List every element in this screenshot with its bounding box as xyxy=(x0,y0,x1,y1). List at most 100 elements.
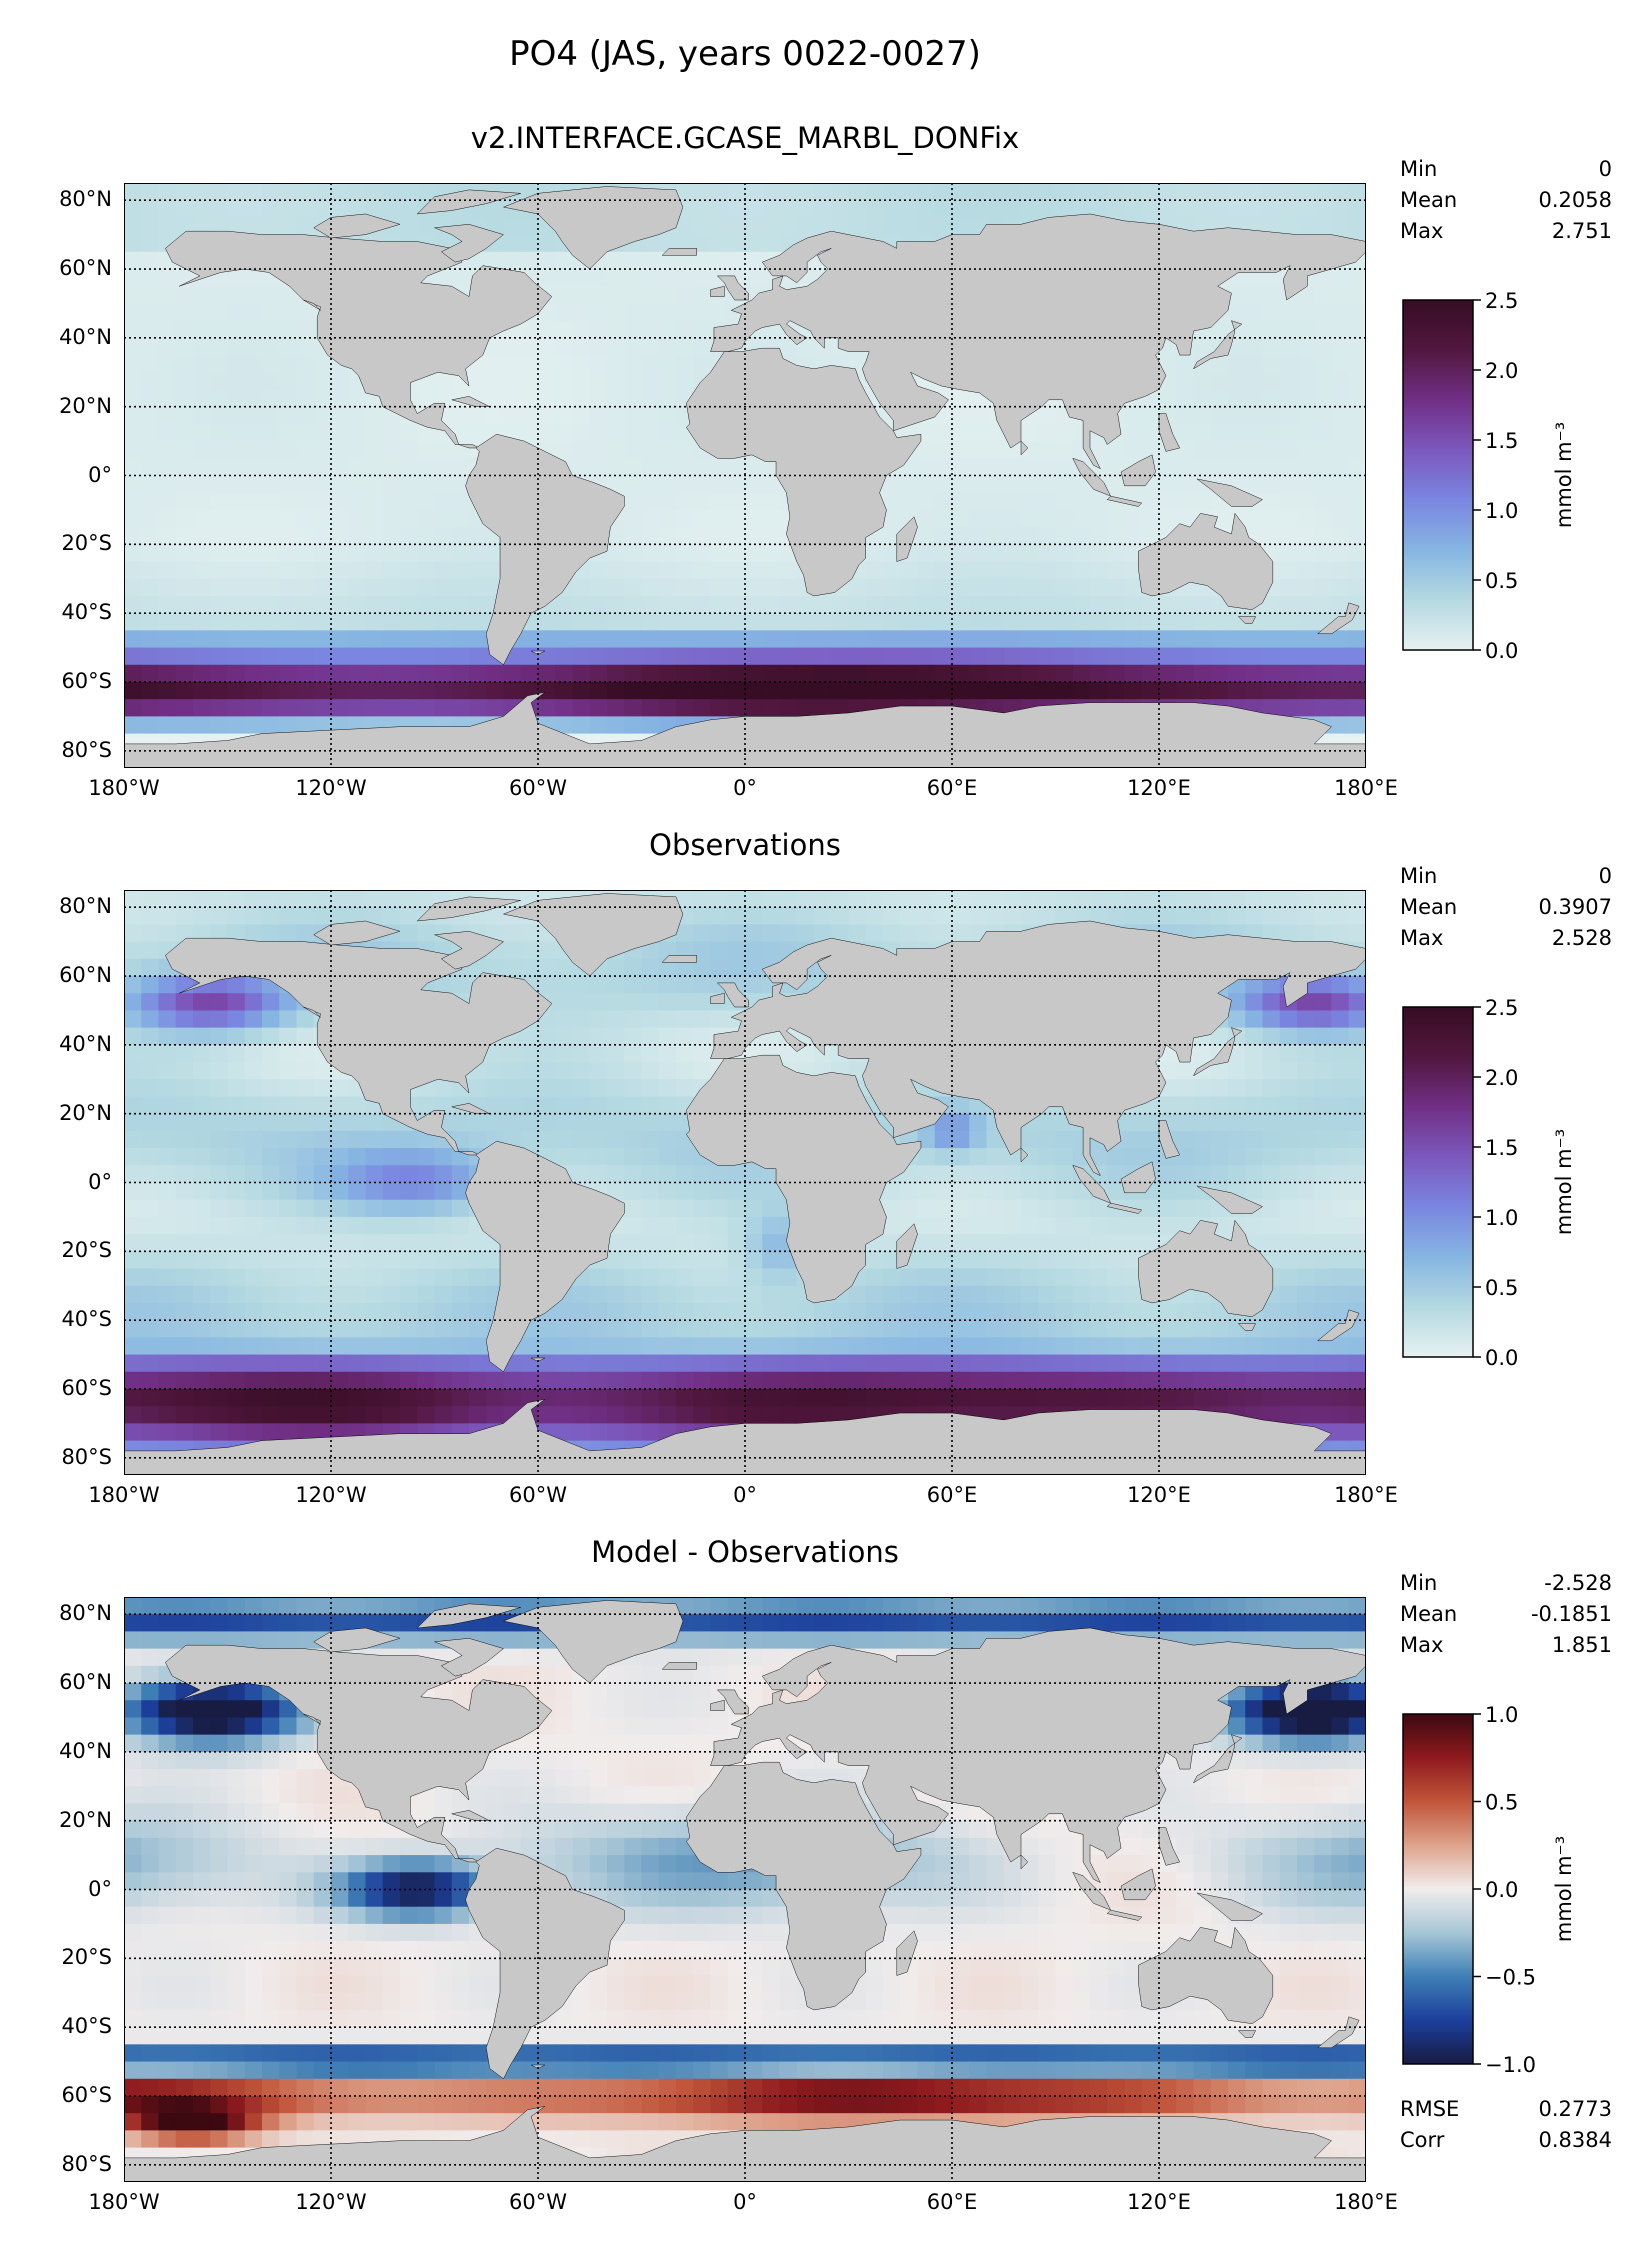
stat-row: Max 2.528 xyxy=(1400,923,1612,954)
x-tick-label: 180°E xyxy=(1334,776,1398,800)
y-tick-label: 20°S xyxy=(61,1238,112,1263)
x-tick-label: 60°W xyxy=(509,776,567,800)
colorbar: 0.0 0.5 1.0 1.5 2.0 2.5 mmol m⁻³ xyxy=(1402,996,1576,1370)
y-tick-label: 40°N xyxy=(59,1738,112,1763)
y-tick-label: 20°S xyxy=(61,1945,112,1970)
y-tick-label: 80°S xyxy=(61,2151,112,2176)
metric-value: 0.2773 xyxy=(1538,2097,1612,2121)
colorbar-tick-label: 1.0 xyxy=(1485,499,1518,523)
stat-label: Mean xyxy=(1400,188,1458,212)
y-tick-label: 40°S xyxy=(61,1307,112,1332)
stat-row: Min 0 xyxy=(1400,861,1612,892)
stat-label: Min xyxy=(1400,157,1438,181)
y-tick-label: 60°N xyxy=(59,256,112,281)
x-tick-label: 0° xyxy=(733,776,757,800)
stat-row: Mean -0.1851 xyxy=(1400,1599,1612,1630)
y-tick-label: 60°S xyxy=(61,668,112,693)
metric-value: 0.8384 xyxy=(1538,2128,1612,2152)
stat-row: Mean 0.2058 xyxy=(1400,185,1612,216)
x-tick-label: 0° xyxy=(733,1483,757,1507)
stat-value: 2.751 xyxy=(1551,219,1612,243)
y-tick-label: 40°S xyxy=(61,600,112,625)
panel-title: v2.INTERFACE.GCASE_MARBL_DONFix xyxy=(470,121,1020,155)
colorbar-tick-label: 0.0 xyxy=(1485,1878,1518,1902)
stat-row: Max 2.751 xyxy=(1400,216,1612,247)
colorbar-tick-label: 1.5 xyxy=(1485,429,1518,453)
y-tick-label: 80°S xyxy=(61,737,112,762)
y-tick-label: 0° xyxy=(88,462,112,487)
metric-row: Corr 0.8384 xyxy=(1400,2125,1612,2156)
colorbar-tick-label: 0.5 xyxy=(1485,1791,1518,1815)
panel-title: Model - Observations xyxy=(591,1535,899,1569)
stat-row: Max 1.851 xyxy=(1400,1630,1612,1661)
x-tick-label: 60°W xyxy=(509,1483,567,1507)
colorbar-tick-label: −1.0 xyxy=(1485,2053,1536,2077)
stat-value: 0 xyxy=(1598,864,1612,888)
colorbar-tick-label: 0.0 xyxy=(1485,639,1518,663)
x-tick-label: 180°W xyxy=(88,2190,160,2214)
y-tick-label: 40°N xyxy=(59,324,112,349)
stat-value: 0.2058 xyxy=(1538,188,1612,212)
colorbar-label: mmol m⁻³ xyxy=(1552,1836,1576,1942)
colorbar-label: mmol m⁻³ xyxy=(1552,1129,1576,1235)
metric-label: Corr xyxy=(1400,2128,1445,2152)
panel-title: Observations xyxy=(649,828,841,862)
x-tick-label: 180°E xyxy=(1334,1483,1398,1507)
stat-value: -2.528 xyxy=(1544,1571,1612,1595)
x-tick-label: 120°E xyxy=(1127,776,1191,800)
stat-row: Mean 0.3907 xyxy=(1400,892,1612,923)
y-tick-label: 20°N xyxy=(59,1807,112,1832)
x-tick-label: 180°W xyxy=(88,776,160,800)
stat-value: 0.3907 xyxy=(1538,895,1612,919)
map-plot xyxy=(124,183,1366,768)
x-tick-label: 60°E xyxy=(926,2190,978,2214)
stats-block: Min 0 Mean 0.2058 Max 2.751 xyxy=(1400,154,1612,247)
gridlines xyxy=(124,890,1366,1475)
colorbar-tick-label: 1.5 xyxy=(1485,1136,1518,1160)
y-tick-label: 60°S xyxy=(61,2082,112,2107)
metric-label: RMSE xyxy=(1400,2097,1460,2121)
colorbar: −1.0 −0.5 0.0 0.5 1.0 mmol m⁻³ xyxy=(1402,1703,1576,2077)
map-plot xyxy=(124,1597,1366,2182)
y-tick-label: 80°S xyxy=(61,1444,112,1469)
figure-title: PO4 (JAS, years 0022-0027) xyxy=(509,34,981,74)
stat-row: Min 0 xyxy=(1400,154,1612,185)
gridlines xyxy=(124,1597,1366,2182)
y-tick-label: 20°N xyxy=(59,393,112,418)
colorbar-tick-label: 2.5 xyxy=(1485,996,1518,1020)
x-tick-label: 180°E xyxy=(1334,2190,1398,2214)
x-tick-label: 120°W xyxy=(295,1483,367,1507)
metrics-block: RMSE 0.2773 Corr 0.8384 xyxy=(1400,2094,1612,2156)
colorbar-tick-label: 2.5 xyxy=(1485,289,1518,313)
stat-label: Mean xyxy=(1400,1602,1458,1626)
stat-value: 1.851 xyxy=(1551,1633,1612,1657)
x-tick-label: 120°E xyxy=(1127,2190,1191,2214)
x-tick-label: 0° xyxy=(733,2190,757,2214)
colorbar-tick-label: −0.5 xyxy=(1485,1966,1536,1990)
x-tick-label: 60°E xyxy=(926,776,978,800)
colorbar: 0.0 0.5 1.0 1.5 2.0 2.5 mmol m⁻³ xyxy=(1402,289,1576,663)
colorbar-tick-label: 1.0 xyxy=(1485,1206,1518,1230)
x-tick-label: 120°W xyxy=(295,2190,367,2214)
y-tick-label: 60°S xyxy=(61,1375,112,1400)
stat-value: 2.528 xyxy=(1551,926,1612,950)
stat-label: Max xyxy=(1400,926,1444,950)
stat-row: Min -2.528 xyxy=(1400,1568,1612,1599)
stat-value: -0.1851 xyxy=(1530,1602,1612,1626)
stat-value: 0 xyxy=(1598,157,1612,181)
colorbar-tick-label: 1.0 xyxy=(1485,1703,1518,1727)
stats-block: Min -2.528 Mean -0.1851 Max 1.851 xyxy=(1400,1568,1612,1661)
y-tick-label: 40°S xyxy=(61,2014,112,2039)
y-tick-label: 20°N xyxy=(59,1100,112,1125)
land-mask xyxy=(124,1600,1366,2182)
stats-block: Min 0 Mean 0.3907 Max 2.528 xyxy=(1400,861,1612,954)
colorbar-label: mmol m⁻³ xyxy=(1552,422,1576,528)
y-tick-label: 80°N xyxy=(59,1601,112,1626)
y-tick-label: 80°N xyxy=(59,894,112,919)
x-tick-label: 120°W xyxy=(295,776,367,800)
stat-label: Max xyxy=(1400,1633,1444,1657)
y-tick-label: 80°N xyxy=(59,187,112,212)
colorbar-tick-label: 0.5 xyxy=(1485,1276,1518,1300)
stat-label: Min xyxy=(1400,1571,1438,1595)
x-tick-label: 60°W xyxy=(509,2190,567,2214)
